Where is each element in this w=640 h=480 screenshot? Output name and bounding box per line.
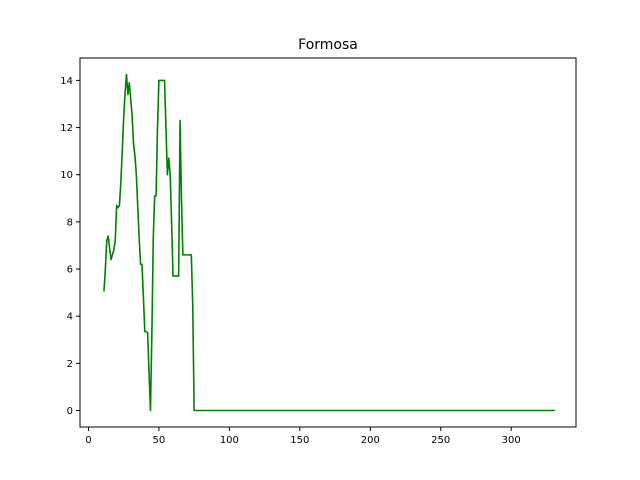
y-tick-label: 2 xyxy=(67,359,73,370)
series-line-0 xyxy=(103,73,555,412)
x-tick-label: 300 xyxy=(502,435,521,446)
x-tick-label: 250 xyxy=(431,435,450,446)
x-tick-label: 200 xyxy=(361,435,380,446)
x-tick-label: 150 xyxy=(290,435,309,446)
y-tick-label: 12 xyxy=(60,123,73,134)
y-tick-label: 4 xyxy=(67,312,73,323)
y-tick-label: 10 xyxy=(60,170,73,181)
y-tick-label: 0 xyxy=(67,406,73,417)
y-tick-label: 8 xyxy=(67,217,73,228)
chart-title: Formosa xyxy=(298,37,358,53)
axes: 0 50 100 150 200 250 300 0 2 4 6 8 10 12 14 xyxy=(60,57,577,446)
x-tick-label: 100 xyxy=(220,435,239,446)
axes-frame xyxy=(79,57,577,428)
x-tick-label: 0 xyxy=(85,435,91,446)
y-tick-label: 6 xyxy=(67,265,73,276)
x-tick-label: 50 xyxy=(153,435,166,446)
y-tick-label: 14 xyxy=(60,76,73,87)
plot-area xyxy=(103,73,555,412)
